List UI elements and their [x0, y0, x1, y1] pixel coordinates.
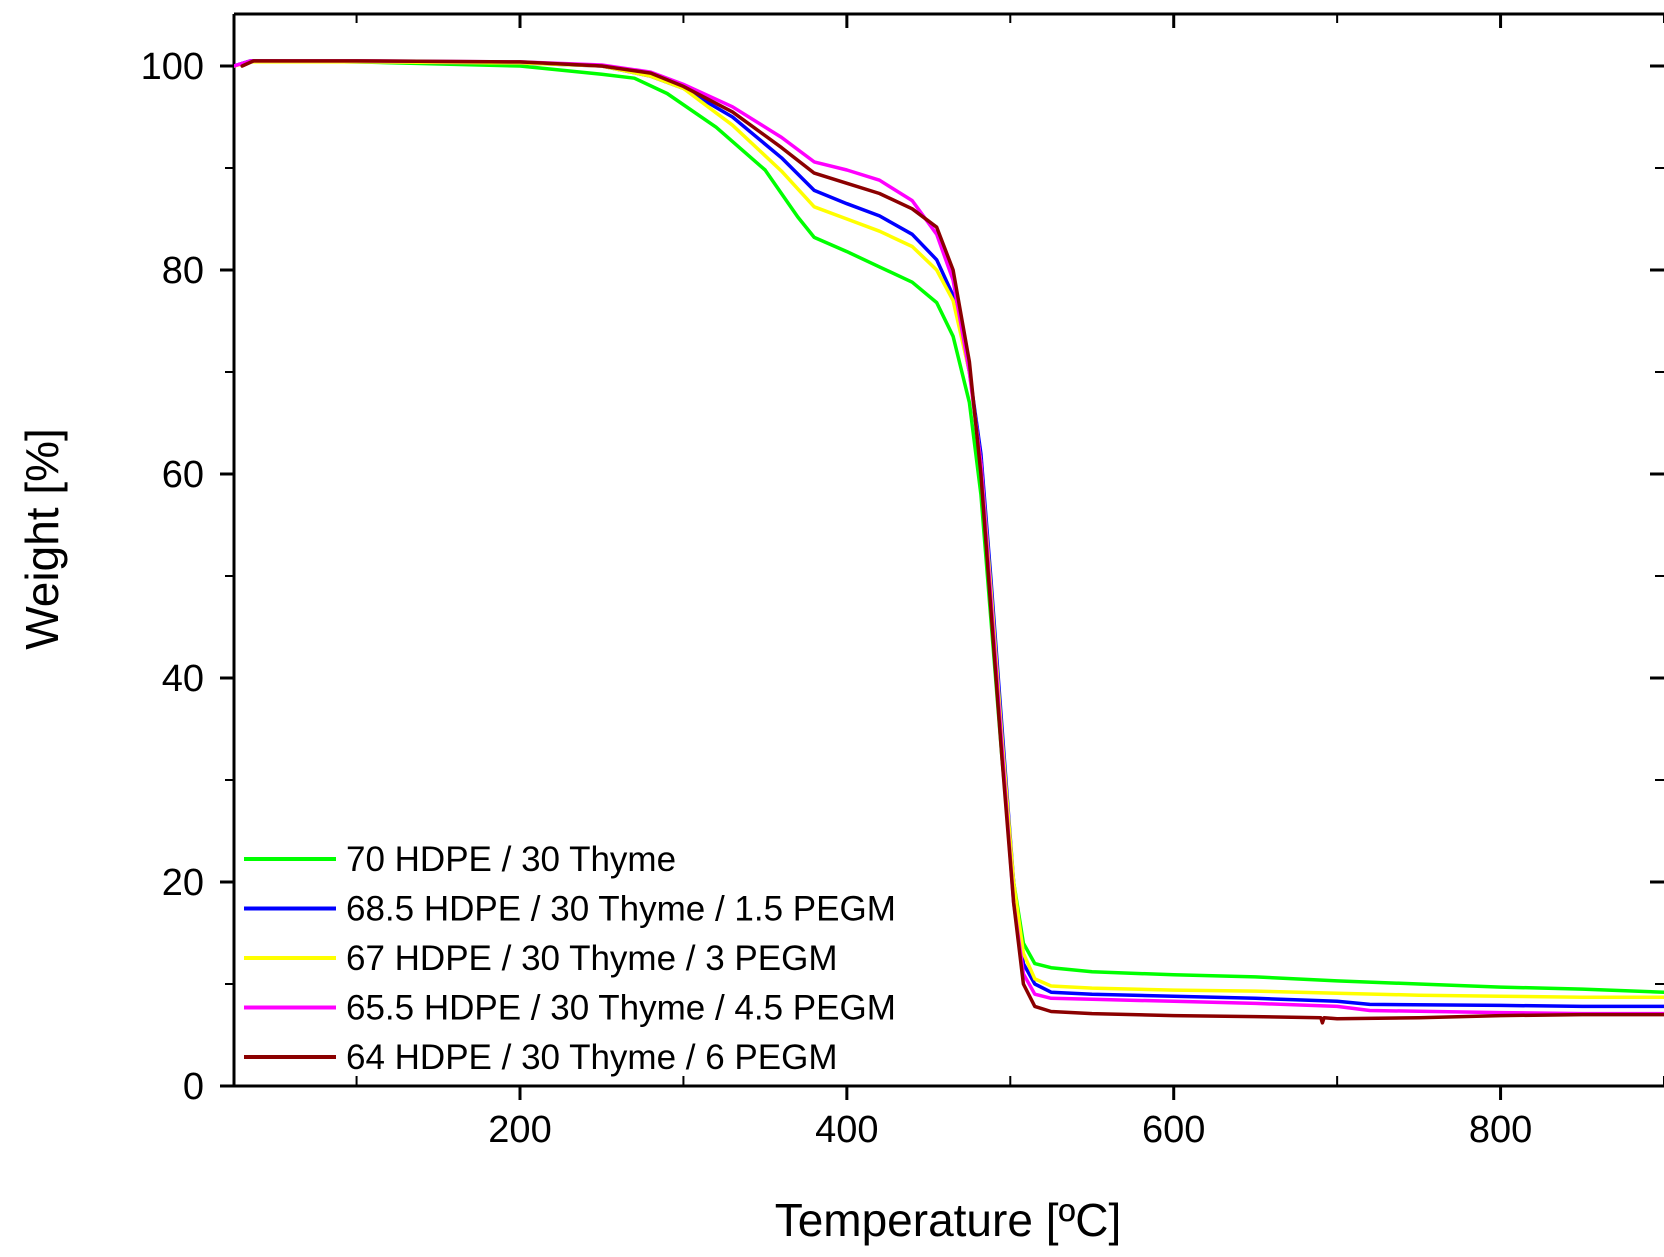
y-tick-label-0: 0 [183, 1066, 204, 1108]
legend-label-5: 64 HDPE / 30 Thyme / 6 PEGM [346, 1038, 838, 1077]
plot-frame-layer [232, 12, 1664, 1088]
y-tick-label-60: 60 [162, 454, 204, 496]
x-tick-label-200: 200 [488, 1109, 551, 1151]
x-axis-title: Temperature [ºC] [775, 1194, 1122, 1246]
x-tick-label-600: 600 [1142, 1109, 1205, 1151]
series-line-1 [234, 59, 1664, 994]
legend-label-4: 65.5 HDPE / 30 Thyme / 4.5 PEGM [346, 989, 896, 1028]
y-tick-label-100: 100 [141, 46, 204, 88]
y-tick-label-40: 40 [162, 658, 204, 700]
y-tick-label-80: 80 [162, 250, 204, 292]
series-line-5 [240, 59, 1664, 1025]
legend-label-2: 68.5 HDPE / 30 Thyme / 1.5 PEGM [346, 890, 896, 929]
x-tick-label-400: 400 [815, 1109, 878, 1151]
axis-ticks-layer: 200 400 600 800 0 20 40 60 80 100 [141, 14, 1664, 1151]
y-axis-title: Weight [%] [16, 428, 68, 650]
y-tick-label-20: 20 [162, 862, 204, 904]
legend-label-3: 67 HDPE / 30 Thyme / 3 PEGM [346, 939, 838, 978]
series-layer [234, 59, 1664, 1025]
legend: 70 HDPE / 30 Thyme 68.5 HDPE / 30 Thyme /… [244, 840, 896, 1077]
legend-label-1: 70 HDPE / 30 Thyme [346, 840, 676, 879]
x-tick-label-800: 800 [1469, 1109, 1532, 1151]
